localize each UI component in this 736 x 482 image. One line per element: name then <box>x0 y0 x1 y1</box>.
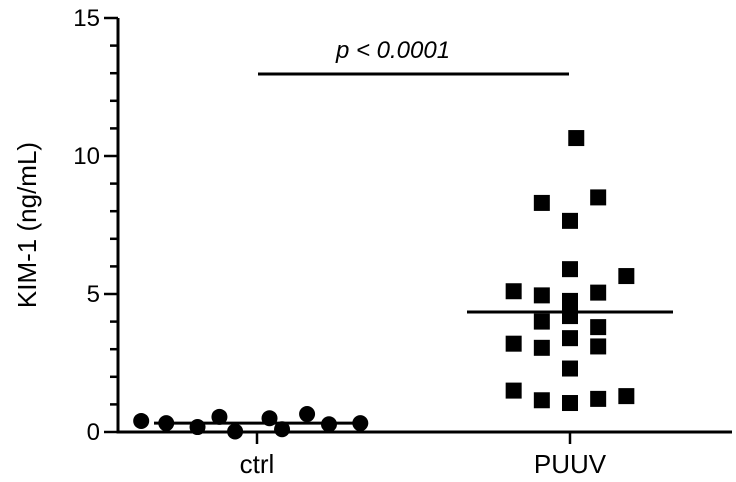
data-point-circle <box>261 410 278 427</box>
x-category-label: PUUV <box>534 449 607 479</box>
data-point-square <box>562 308 578 325</box>
data-marks <box>133 130 673 440</box>
data-point-square <box>568 130 585 147</box>
data-point-circle <box>274 421 291 438</box>
data-point-square <box>590 189 607 206</box>
data-point-square <box>533 287 550 304</box>
data-point-square <box>505 283 522 300</box>
data-point-square <box>533 194 550 211</box>
data-point-circle <box>352 415 369 432</box>
data-point-square <box>562 292 578 309</box>
data-point-square <box>590 338 607 355</box>
data-point-square <box>562 395 578 412</box>
y-axis-title: KIM-1 (ng/mL) <box>12 142 42 308</box>
data-point-square <box>618 388 635 405</box>
y-tick-label: 5 <box>87 281 100 308</box>
data-point-circle <box>158 415 175 432</box>
y-tick-label: 15 <box>73 5 100 32</box>
axes: 0 5 10 15 ctrl PUUV <box>73 5 732 479</box>
data-point-square <box>590 319 607 336</box>
p-value-annotation: p < 0.0001 <box>335 37 450 64</box>
data-point-square <box>590 390 607 407</box>
y-tick-label: 10 <box>73 143 100 170</box>
data-point-square <box>505 335 522 352</box>
data-point-circle <box>189 419 206 436</box>
data-point-square <box>533 392 550 409</box>
data-point-circle <box>133 412 150 429</box>
data-point-square <box>618 268 635 285</box>
data-point-circle <box>211 408 228 425</box>
data-point-square <box>505 382 522 399</box>
data-point-square <box>562 261 578 278</box>
data-point-square <box>562 360 578 377</box>
data-point-square <box>533 339 550 356</box>
y-tick-label: 0 <box>87 419 100 446</box>
data-point-square <box>562 212 578 229</box>
data-point-square <box>590 284 607 301</box>
data-point-circle <box>227 423 244 440</box>
data-point-circle <box>320 416 337 433</box>
x-category-label: ctrl <box>240 449 275 479</box>
data-point-square <box>562 330 578 347</box>
data-point-circle <box>299 406 316 423</box>
data-point-square <box>533 313 550 330</box>
